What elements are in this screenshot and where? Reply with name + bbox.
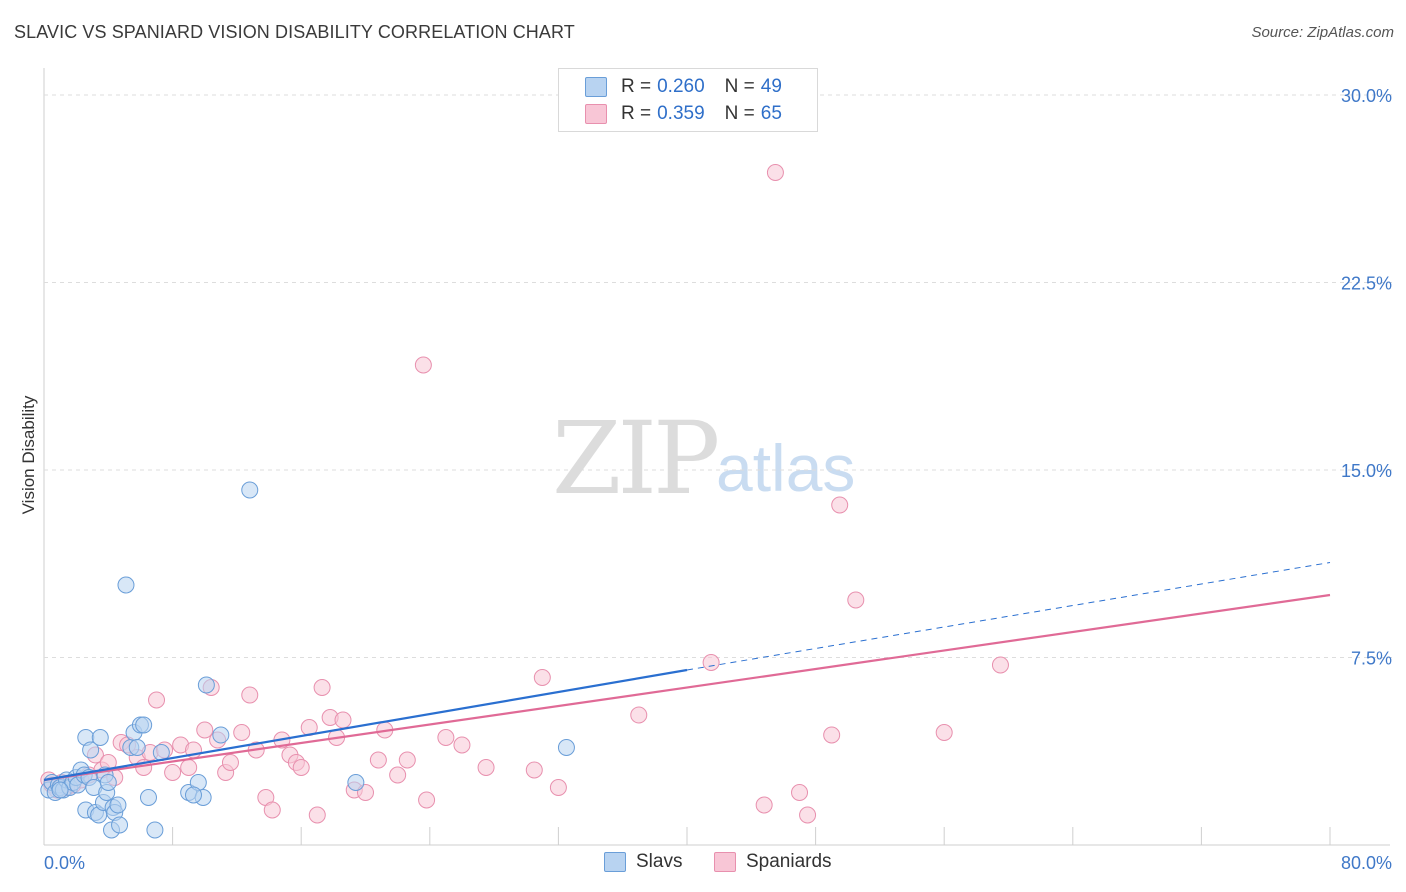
spaniards-point (313, 679, 331, 696)
spaniards-point (477, 759, 495, 776)
legend-n-label: N = (724, 103, 755, 124)
legend-n-value-spaniards: 65 (760, 103, 782, 124)
y-tick-label: 15.0% (1341, 461, 1392, 481)
spaniards-point (369, 751, 387, 769)
spaniards-point (991, 656, 1009, 674)
spaniards-point (414, 356, 432, 374)
chart-title: SLAVIC VS SPANIARD VISION DISABILITY COR… (14, 22, 575, 42)
spaniards-point (766, 164, 784, 181)
legend-r-value-slavs: 0.260 (657, 76, 705, 97)
slavs-point (241, 481, 259, 499)
slavs-trend-line (43, 668, 688, 782)
spaniards-point (292, 759, 310, 776)
spaniards-point (831, 496, 849, 514)
legend-n-label: N = (724, 76, 755, 97)
spaniards-point (533, 669, 551, 686)
spaniards-point (398, 751, 416, 769)
legend-r-label: R = (621, 103, 652, 124)
spaniards-trend-line (43, 593, 1331, 782)
spaniards-point (334, 711, 352, 729)
legend-row-slavs: R = 0.260 N = 49 (585, 74, 782, 100)
legend-r-value-spaniards: 0.359 (657, 103, 705, 124)
y-tick-label: 22.5% (1341, 274, 1392, 294)
spaniards-point (389, 766, 407, 784)
spaniards-point (525, 761, 543, 779)
spaniards-point (791, 784, 809, 801)
spaniards-point (221, 754, 239, 771)
slavs-point (109, 796, 127, 814)
slavs-point (91, 729, 109, 746)
legend-row-spaniards: R = 0.359 N = 65 (585, 101, 782, 127)
bottom-legend-slavs: Slavs (604, 851, 682, 873)
slavs-point (117, 576, 135, 594)
spaniards-point (935, 724, 953, 741)
spaniards-point (437, 729, 455, 746)
spaniards-point (233, 724, 251, 741)
source-label: Source: ZipAtlas.com (1251, 24, 1394, 41)
slavs-point (184, 786, 202, 804)
slavs-point (197, 676, 215, 694)
spaniards-legend-swatch (714, 852, 736, 872)
slavs-point (51, 781, 69, 799)
spaniards-legend-label: Spaniards (746, 851, 832, 872)
slavs-point (139, 789, 157, 806)
correlation-legend: R = 0.260 N = 49 R = 0.359 N = 65 (558, 68, 818, 132)
slavs-point (111, 816, 129, 834)
y-axis-label: Vision Disability (19, 395, 38, 514)
spaniards-point (702, 654, 720, 671)
legend-r-label: R = (621, 76, 652, 97)
spaniards-point (148, 691, 166, 709)
spaniards-point (823, 726, 841, 744)
slavs-swatch (585, 77, 607, 97)
bottom-legend-spaniards: Spaniards (714, 851, 832, 873)
spaniards-point (180, 759, 198, 776)
slavs-point (99, 774, 117, 791)
slavs-point (212, 726, 230, 744)
spaniards-point (755, 796, 773, 814)
spaniards-point (799, 806, 817, 824)
y-tick-label: 30.0% (1341, 86, 1392, 106)
slavs-point (135, 716, 153, 734)
spaniards-point (164, 764, 182, 781)
slavs-point (128, 739, 146, 756)
spaniards-point (453, 736, 471, 754)
slavs-legend-label: Slavs (636, 851, 683, 872)
legend-n-value-slavs: 49 (760, 76, 782, 97)
x-tick-label: 80.0% (1341, 853, 1392, 873)
watermark-atlas: atlas (716, 431, 856, 505)
watermark-zip: ZIP (552, 400, 720, 517)
slavs-trend-extension (686, 562, 1331, 671)
spaniards-point (549, 779, 567, 796)
spaniards-point (308, 806, 326, 824)
slavs-point (146, 821, 164, 839)
slavs-point (557, 739, 575, 756)
spaniards-point (630, 706, 648, 724)
spaniards-point (847, 591, 865, 609)
slavs-point (347, 774, 365, 791)
x-tick-label: 0.0% (44, 853, 85, 873)
y-tick-label: 7.5% (1351, 649, 1392, 669)
spaniards-point (263, 801, 281, 819)
slavs-point (82, 741, 100, 759)
spaniards-swatch (585, 104, 607, 124)
slavs-legend-swatch (604, 852, 626, 872)
spaniards-point (196, 721, 214, 739)
spaniards-point (418, 791, 436, 809)
spaniards-point (241, 686, 259, 704)
